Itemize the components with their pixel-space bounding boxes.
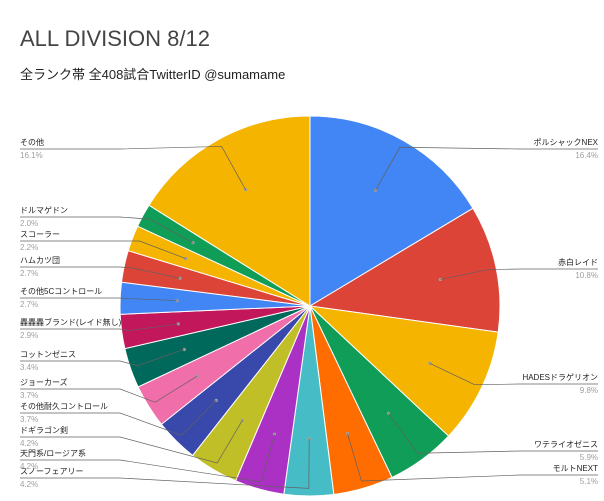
slice-percent: 3.7% [20,391,38,400]
slice-percent: 9.8% [580,386,598,395]
slice-leader-line [20,146,246,190]
slice-label: スノーフェアリー [20,467,84,476]
slice-leader-line [20,400,217,436]
slice-leader-line [20,240,186,259]
slice-leader-line [440,268,598,280]
slice-percent: 2.7% [20,269,38,278]
slice-percent: 3.7% [20,415,38,424]
slice-label: ポルシャックNEX [534,138,599,147]
pie-slice [309,115,474,307]
slice-label: ワテライオゼニス [534,439,598,449]
slice-label: その他耐久コントロール [20,401,108,411]
slice-leader-line [20,434,275,483]
pie-slice [308,305,499,437]
slice-label: HADESドラゲリオン [522,372,598,382]
slice-leader-line [429,363,598,386]
slice-percent: 2.9% [20,331,38,340]
slice-percent: 10.8% [575,271,598,280]
slice-label: モルトNEXT [553,464,598,473]
slice-label: ドギラゴン剣 [20,425,68,435]
slice-label: 赤白レイド [558,257,598,267]
slice-label: その他5Cコントロール [20,286,102,296]
slice-label: ジョーカーズ [20,377,68,387]
slice-leader-line [388,413,598,454]
slice-label: スコーラー [20,230,60,239]
slice-leader-line [20,297,178,301]
slice-leader-line [20,420,243,464]
slice-percent: 4.2% [20,480,38,489]
slice-percent: 16.4% [575,151,598,160]
slice-label: その他 [20,137,44,147]
slice-percent: 4.2% [20,462,38,471]
slice-percent: 2.7% [20,300,38,309]
chart-title: ALL DIVISION 8/12 [20,26,210,51]
slice-leader-line [20,266,181,279]
slice-percent: 5.9% [580,453,598,462]
slice-percent: 2.0% [20,219,38,228]
slice-leader-line [20,375,198,403]
slice-percent: 4.2% [20,439,38,448]
chart-subtitle: 全ランク帯 全408試合TwitterID @sumamame [20,67,286,82]
slice-label: コットンゼニス [20,349,76,359]
slice-leader-line [20,438,310,489]
slice-percent: 3.4% [20,363,38,372]
slice-label: 天門系/ロージア系 [20,448,86,458]
slice-label: ドルマゲドン [20,205,68,215]
slice-leader-line [20,323,179,331]
slice-leader-line [20,349,185,366]
slice-leader-line [347,433,598,482]
slice-label: 轟轟轟ブランド(レイド無し) [20,317,122,327]
pie-slice [148,115,311,307]
pie-slice [308,207,501,333]
slice-percent: 2.2% [20,243,38,252]
slice-leader-line [375,146,598,191]
slice-percent: 16.1% [20,151,43,160]
slice-label: ハムカツ団 [20,256,60,265]
slice-percent: 5.1% [580,477,598,486]
slice-leader-line [20,216,194,243]
